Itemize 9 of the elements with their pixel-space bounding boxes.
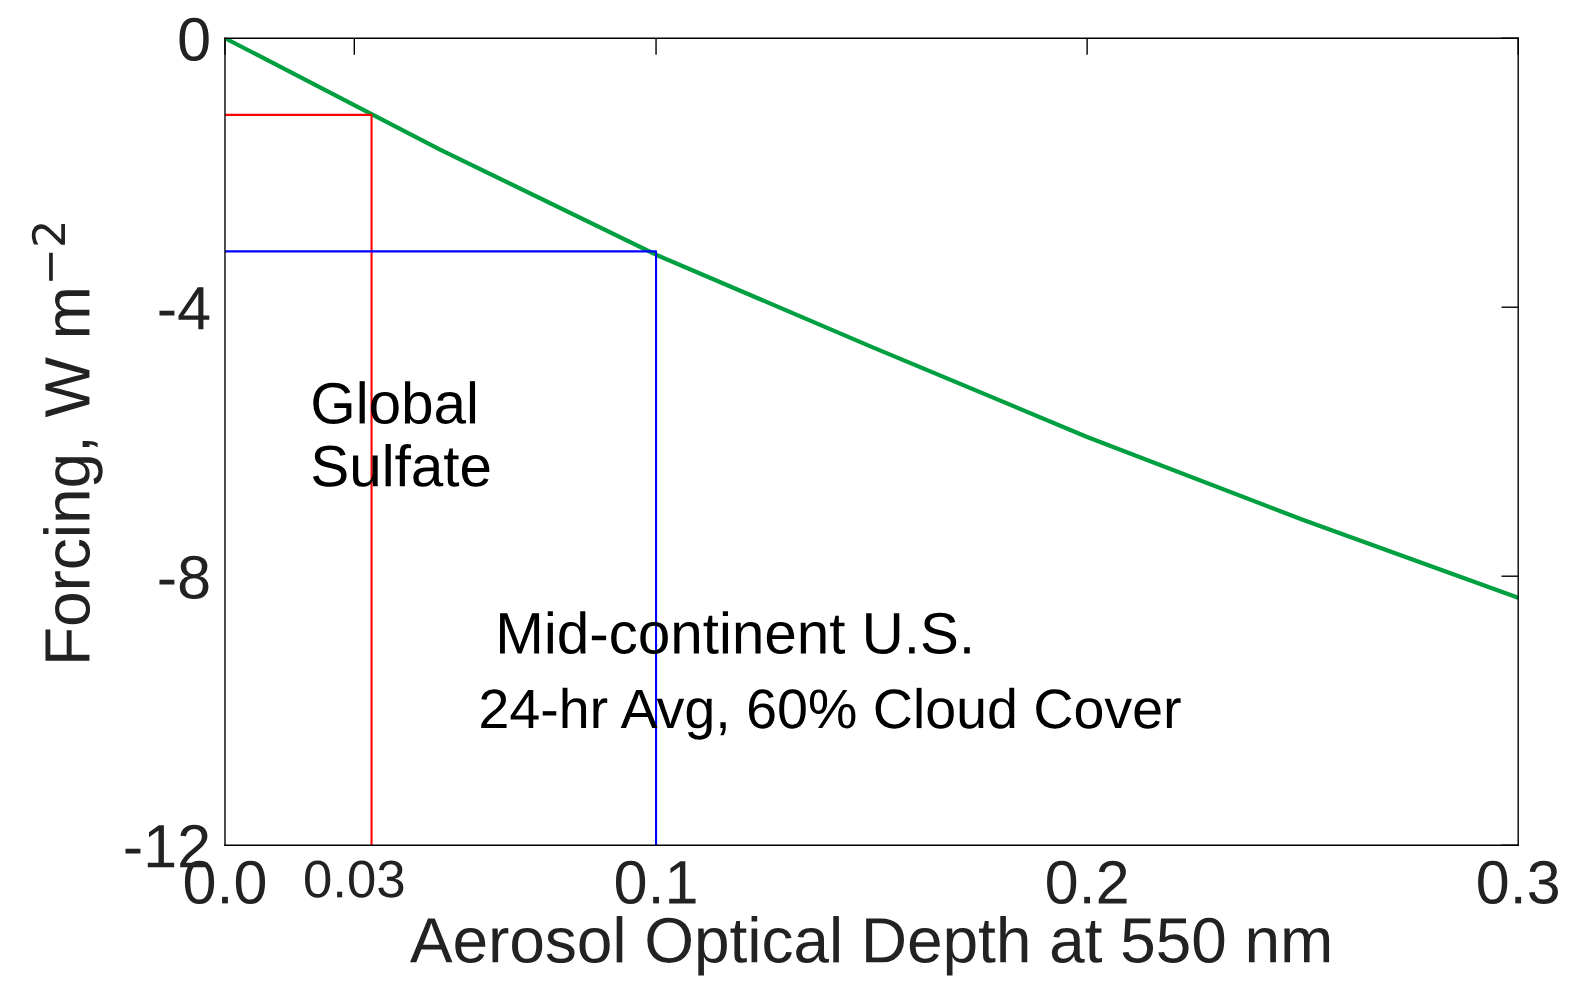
x-tick-label: 0.03 [305,860,404,898]
x-tick-label: 0.2 [1047,860,1127,904]
y-tick-label: 0 [179,17,209,61]
x-tick-label: 0.3 [1478,860,1558,904]
x-tick-label: 0.1 [615,860,696,904]
y-tick-label: -8 [159,555,209,599]
y-axis-title: Forcing, W m$^{−2}$ [31,224,103,661]
y-tick-label: -4 [159,287,210,330]
x-axis-title: Aerosol Optical Depth at 550 nm [410,916,1330,976]
